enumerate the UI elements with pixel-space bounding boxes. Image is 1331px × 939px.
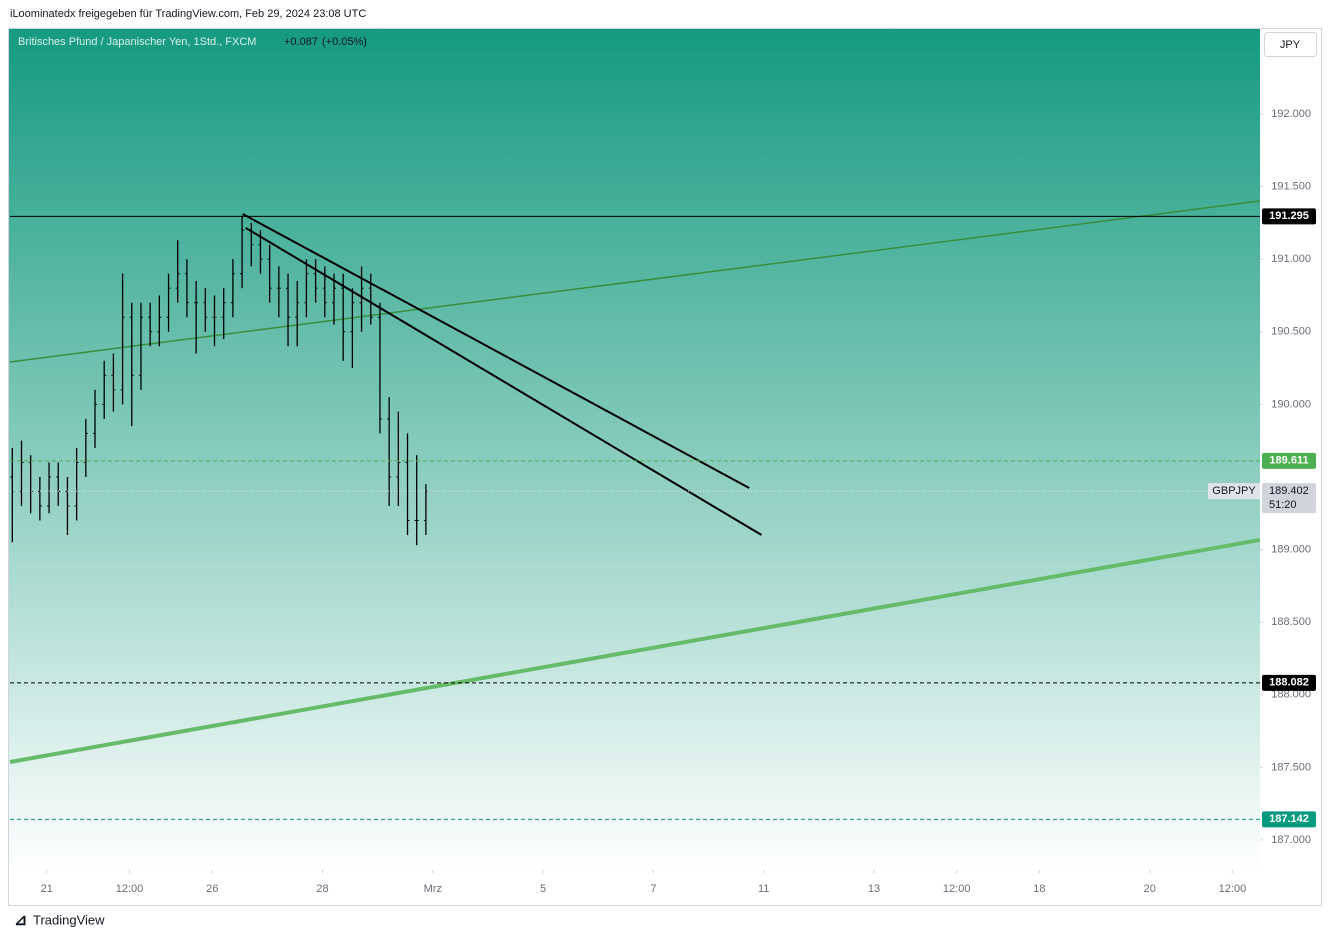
currency-label[interactable]: JPY [1280,39,1301,51]
y-tick-label: 190.000 [1271,398,1311,410]
symbol-title: Britisches Pfund / Japanischer Yen, 1Std… [18,36,256,48]
y-tick-label: 191.500 [1271,180,1311,192]
x-tick-label: 26 [206,883,218,895]
symbol-tag-bg [1208,483,1260,500]
trend-line [245,227,762,536]
price-label: 191.295 [1269,210,1309,222]
change: +0.087 [284,36,318,48]
price-label: 189.611 [1269,455,1308,467]
y-tick-label: 187.500 [1271,761,1311,773]
x-tick-label: 12:00 [1219,883,1247,895]
price-label: 187.142 [1269,813,1309,825]
y-tick-label: 188.000 [1271,689,1311,701]
trend-line [242,213,750,489]
x-tick-label: 21 [41,883,53,895]
y-tick-label: 188.500 [1271,616,1311,628]
plot-area [9,200,1261,764]
price-label-bg [1262,452,1316,469]
plot-background [9,29,1260,870]
x-tick-label: 20 [1144,883,1156,895]
y-tick-label: 187.000 [1271,834,1311,846]
change-pct: (+0.05%) [322,36,367,48]
last-price-bg [1262,483,1316,514]
countdown: 51:20 [1269,499,1297,511]
x-tick-label: Mrz [424,883,442,895]
y-tick-label: 189.000 [1271,543,1311,555]
y-tick-label: 192.000 [1271,108,1311,120]
x-tick-label: 18 [1033,883,1045,895]
y-tick-label: 191.000 [1271,253,1311,265]
last-price-label: 189.402 [1269,485,1309,497]
x-tick-label: 11 [758,883,769,895]
x-tick-label: 7 [650,883,656,895]
x-tick-label: 28 [316,883,328,895]
x-tick-label: 5 [540,883,546,895]
x-tick-label: 12:00 [116,883,144,895]
trend-line [9,537,1261,764]
y-tick-label: 190.500 [1271,326,1311,338]
price-label-bg [1262,208,1316,225]
brand: TradingView [33,912,105,927]
price-label-bg [1262,674,1316,691]
price-label: 188.082 [1269,677,1309,689]
share-text: iLoominatedx freigegeben für TradingView… [10,8,366,20]
symbol-tag: GBPJPY [1212,485,1256,497]
x-tick-label: 12:00 [943,883,971,895]
price-label-bg [1262,811,1316,828]
x-tick-label: 13 [868,883,880,895]
logo: ⊿ [14,912,27,929]
currency-button[interactable] [1264,32,1317,57]
trend-line [9,200,1261,363]
